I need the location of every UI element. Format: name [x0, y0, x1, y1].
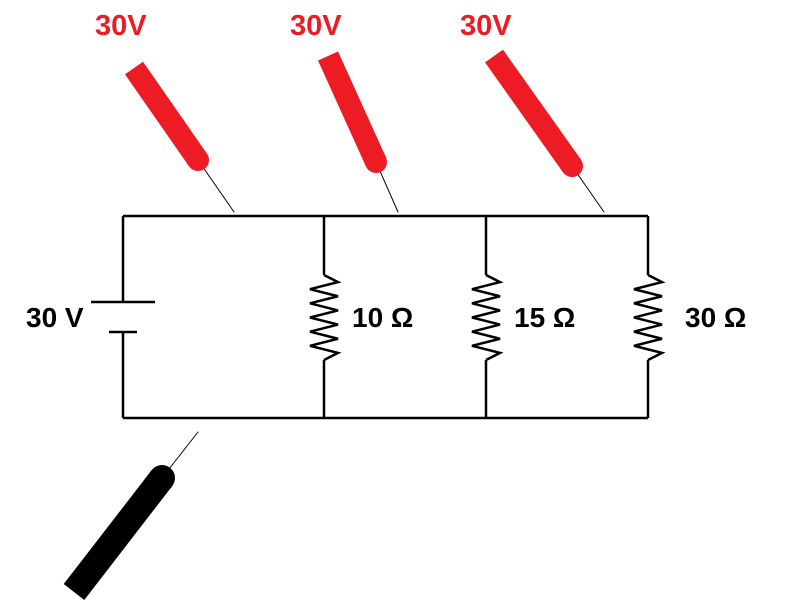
resistor-label-1: 15 Ω — [514, 302, 575, 333]
probe-label-2: 30V — [460, 10, 512, 42]
battery-label: 30 V — [26, 302, 84, 333]
probe-cap-3 — [160, 478, 162, 480]
probe-body-1 — [328, 56, 376, 162]
battery — [91, 302, 155, 332]
labels: 30 V 10 Ω 15 Ω 30 Ω 30V 30V 30V — [26, 10, 746, 333]
probe-cap-0 — [197, 158, 198, 160]
resistor-label-2: 30 Ω — [685, 302, 746, 333]
circuit-diagram: 30 V 10 Ω 15 Ω 30 Ω 30V 30V 30V — [0, 0, 790, 611]
probe-label-0: 30V — [95, 10, 147, 42]
probe-body-3 — [74, 478, 162, 592]
probe-label-1: 30V — [290, 10, 342, 42]
resistor-zigzag-1 — [472, 275, 500, 360]
resistor-zigzag-2 — [634, 275, 662, 360]
probe-body-2 — [494, 56, 572, 166]
resistor-label-0: 10 Ω — [352, 302, 413, 333]
resistor-zigzag-0 — [310, 275, 338, 360]
probe-body-0 — [134, 68, 198, 160]
probe-cap-2 — [570, 164, 572, 166]
probe-cap-1 — [375, 160, 376, 162]
